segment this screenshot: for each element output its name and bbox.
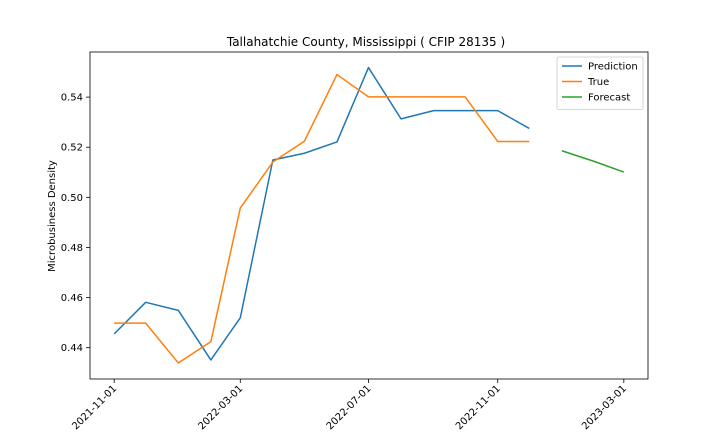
chart-title: Tallahatchie County, Mississippi ( CFIP … (226, 35, 505, 49)
legend-label-true: True (587, 77, 609, 88)
y-tick-label: 0.52 (61, 143, 83, 154)
series-line-true (114, 73, 530, 364)
y-tick-label: 0.48 (61, 243, 83, 254)
y-tick-label: 0.50 (61, 193, 83, 204)
y-tick-label: 0.54 (61, 93, 83, 104)
y-tick-label: 0.46 (61, 293, 83, 304)
series-line-forecast (561, 150, 625, 173)
series-line-prediction (113, 66, 530, 361)
y-axis-label: Microbusiness Density (47, 160, 58, 272)
axes-frame (89, 51, 649, 380)
legend-label-prediction: Prediction (588, 62, 638, 73)
y-tick-label: 0.44 (61, 343, 83, 354)
legend-label-forecast: Forecast (588, 93, 630, 104)
